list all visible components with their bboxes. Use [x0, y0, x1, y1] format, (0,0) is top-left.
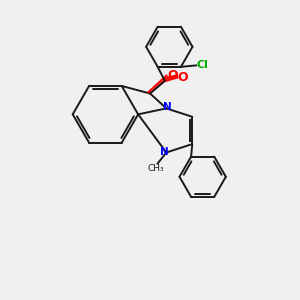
Text: O: O: [168, 69, 178, 82]
Text: O: O: [177, 71, 188, 84]
Text: Cl: Cl: [197, 60, 209, 70]
Text: CH₃: CH₃: [148, 164, 164, 173]
Text: N: N: [164, 102, 172, 112]
Text: N: N: [160, 148, 169, 158]
